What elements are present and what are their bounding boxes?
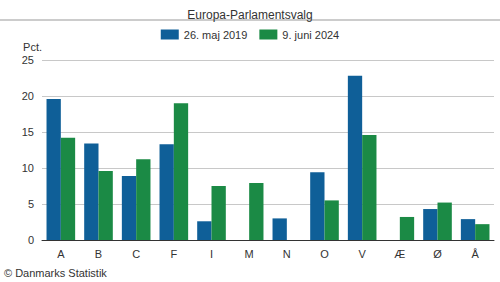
svg-text:9. juni 2024: 9. juni 2024: [282, 29, 339, 41]
svg-text:25: 25: [22, 54, 34, 66]
svg-text:Europa-Parlamentsvalg: Europa-Parlamentsvalg: [187, 8, 312, 22]
svg-text:F: F: [170, 248, 177, 260]
svg-text:Æ: Æ: [394, 248, 405, 260]
svg-text:Å: Å: [471, 248, 479, 260]
svg-text:0: 0: [28, 234, 34, 246]
svg-text:B: B: [95, 248, 102, 260]
svg-text:M: M: [245, 248, 254, 260]
svg-text:Pct.: Pct.: [23, 41, 42, 53]
svg-text:V: V: [358, 248, 366, 260]
svg-text:Ø: Ø: [433, 248, 442, 260]
svg-text:C: C: [132, 248, 140, 260]
svg-text:O: O: [320, 248, 329, 260]
svg-text:26. maj 2019: 26. maj 2019: [184, 29, 248, 41]
svg-text:© Danmarks Statistik: © Danmarks Statistik: [4, 267, 107, 279]
svg-text:15: 15: [22, 126, 34, 138]
svg-text:5: 5: [28, 198, 34, 210]
svg-text:A: A: [57, 248, 65, 260]
svg-text:I: I: [210, 248, 213, 260]
svg-text:20: 20: [22, 90, 34, 102]
svg-text:N: N: [283, 248, 291, 260]
svg-text:10: 10: [22, 162, 34, 174]
